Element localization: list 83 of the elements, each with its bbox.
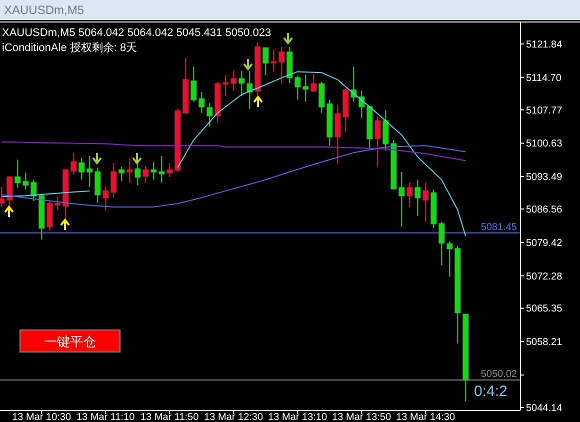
- candlestick: [126, 157, 132, 184]
- y-tick-label: 5086.56: [526, 204, 563, 216]
- ref-line-label: 5081.45: [480, 222, 518, 233]
- candlestick: [430, 189, 436, 228]
- candlestick: [78, 157, 84, 180]
- candlestick: [446, 241, 452, 278]
- candlestick: [94, 167, 100, 204]
- candlestick: [30, 179, 36, 202]
- y-tick-label: 5065.35: [526, 304, 563, 315]
- candlestick: [270, 49, 276, 72]
- x-tick-label: 13 Mar 14:30: [396, 412, 456, 422]
- candlestick: [462, 314, 468, 402]
- candlestick: [382, 110, 388, 152]
- candlestick: [46, 201, 52, 232]
- candlestick: [398, 171, 404, 228]
- candlestick: [254, 42, 260, 98]
- x-tick-label: 13 Mar 11:10: [76, 412, 136, 422]
- y-tick-label: 5114.70: [526, 72, 562, 84]
- y-tick-label: 5100.63: [526, 138, 563, 150]
- candlestick: [222, 74, 228, 97]
- y-tick-label: 5044.14: [526, 402, 563, 414]
- candlestick: [230, 70, 236, 92]
- x-tick-label: 13 Mar 13:50: [332, 412, 392, 422]
- candlestick: [238, 70, 244, 97]
- candlestick: [70, 152, 76, 176]
- candlestick: [286, 46, 292, 84]
- candlestick: [294, 75, 300, 100]
- candlestick: [318, 82, 324, 114]
- candlestick: [422, 182, 428, 222]
- candlestick: [438, 221, 444, 266]
- chart-subtitle: XAUUSDm,M5 5064.042 5064.042 5045.431 5050.023: [2, 27, 272, 39]
- candlestick: [342, 88, 348, 133]
- candlestick: [374, 116, 380, 168]
- annotation: 一键平仓: [44, 334, 96, 349]
- candlestick: [358, 90, 364, 119]
- candlestick: [0, 186, 4, 208]
- chart-title: XAUUSDm,M5: [4, 3, 84, 17]
- annotation: 0:4:2: [474, 383, 508, 400]
- y-tick-label: 5072.28: [526, 271, 563, 282]
- candlestick: [310, 74, 316, 92]
- candlestick: [150, 162, 156, 180]
- candlestick: [206, 102, 212, 128]
- x-tick-label: 13 Mar 12:30: [204, 412, 264, 422]
- candlestick: [6, 176, 12, 208]
- candlestick: [174, 108, 180, 172]
- candlestick: [158, 155, 164, 184]
- candlestick: [406, 182, 412, 208]
- candlestick: [142, 165, 148, 184]
- candlestick: [118, 166, 124, 182]
- candlestick: [110, 162, 116, 198]
- candlestick: [86, 155, 92, 188]
- y-tick-label: 5058.21: [526, 337, 563, 348]
- ref-line-label: 5050.02: [480, 368, 518, 380]
- candlestick: [54, 196, 60, 210]
- candlestick: [262, 47, 268, 76]
- candlestick: [302, 74, 308, 102]
- candlestick: [190, 66, 196, 102]
- candlestick: [22, 172, 28, 190]
- candlestick: [14, 159, 20, 188]
- candlestick: [334, 104, 340, 164]
- candlestick: [62, 169, 68, 220]
- candlestick: [390, 140, 396, 190]
- y-tick-label: 5079.42: [526, 238, 563, 249]
- candlestick: [134, 162, 140, 186]
- candlestick: [278, 46, 284, 84]
- candlestick: [214, 82, 220, 124]
- y-tick-label: 5093.49: [526, 172, 563, 184]
- candlestick: [166, 162, 172, 178]
- y-tick-label: 5121.84: [526, 39, 563, 50]
- x-tick-label: 13 Mar 11:50: [140, 412, 200, 422]
- candlestick: [102, 186, 108, 212]
- candlestick: [414, 179, 420, 216]
- x-tick-label: 13 Mar 13:10: [268, 412, 328, 422]
- candlestick: [326, 99, 332, 146]
- candlestick: [246, 70, 252, 110]
- candlestick: [454, 245, 460, 344]
- x-tick-label: 13 Mar 10:30: [12, 412, 72, 422]
- candlestick: [198, 91, 204, 114]
- annotation: iConditionAle 授权剩余: 8天: [2, 42, 138, 54]
- candlestick: [182, 57, 188, 114]
- candlestick: [38, 193, 44, 240]
- candlestick: [366, 106, 372, 148]
- y-tick-label: 5107.77: [526, 105, 563, 116]
